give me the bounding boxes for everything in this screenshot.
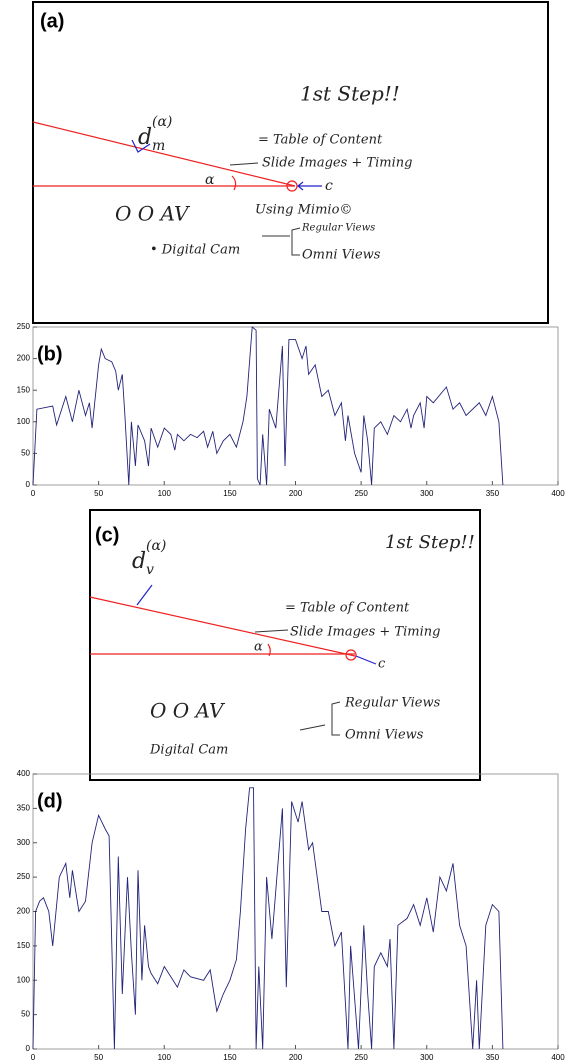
pen-bracket <box>262 228 300 255</box>
angle-label: α <box>254 640 263 655</box>
x-tick-label: 350 <box>486 489 500 498</box>
y-tick-label: 400 <box>17 769 31 778</box>
data-line <box>33 788 503 1049</box>
y-tick-label: 50 <box>21 1010 30 1019</box>
x-tick-label: 50 <box>94 1053 103 1062</box>
figure: (a) d m (α) 1st Step!! = Table of Conten… <box>0 0 566 1062</box>
handwriting: O O AV <box>150 699 226 723</box>
superscript: (α) <box>146 538 166 554</box>
plot-frame <box>33 327 558 485</box>
center-label: c <box>378 657 386 672</box>
handwriting: • Digital Cam <box>150 243 240 258</box>
x-tick-label: 100 <box>158 1053 172 1062</box>
panel-label: (a) <box>40 10 64 32</box>
handwriting: O O AV <box>115 202 191 226</box>
handwriting: Slide Images + Timing <box>262 156 412 171</box>
x-tick-label: 0 <box>31 489 36 498</box>
center-label: c <box>325 178 333 194</box>
superscript: (α) <box>152 114 172 130</box>
handwriting: Regular Views <box>301 223 375 234</box>
x-tick-label: 200 <box>289 489 303 498</box>
handwriting: 1st Step!! <box>300 82 400 106</box>
symbol: d <box>132 549 146 574</box>
x-tick-label: 400 <box>551 489 565 498</box>
handwriting: Slide Images + Timing <box>290 625 440 640</box>
angle-label: α <box>205 172 215 188</box>
x-tick-label: 400 <box>551 1053 565 1062</box>
symbol: d <box>138 125 152 150</box>
handwriting: = Table of Content <box>258 133 383 148</box>
blue-arrow <box>298 182 322 190</box>
y-tick-label: 200 <box>17 354 31 363</box>
subscript: m <box>152 138 165 154</box>
red-line <box>33 122 295 186</box>
y-tick-label: 100 <box>17 975 31 984</box>
panel-label: (c) <box>95 524 119 546</box>
x-tick-label: 100 <box>158 489 172 498</box>
handwriting: Digital Cam <box>149 743 228 758</box>
pen-arrow <box>255 630 288 632</box>
x-tick-label: 50 <box>94 489 103 498</box>
y-tick-label: 100 <box>17 417 31 426</box>
y-tick-label: 250 <box>17 872 31 881</box>
x-tick-label: 350 <box>486 1053 500 1062</box>
pen-bracket <box>300 702 340 735</box>
subscript: v <box>146 562 154 578</box>
data-line <box>33 327 503 485</box>
x-tick-label: 150 <box>223 489 237 498</box>
angle-arc <box>232 176 236 190</box>
x-tick-label: 300 <box>420 489 434 498</box>
panel-label: (d) <box>37 790 63 812</box>
handwriting: 1st Step!! <box>385 532 475 553</box>
y-tick-label: 0 <box>26 1044 31 1053</box>
y-tick-label: 300 <box>17 838 31 847</box>
pen-arrow <box>230 163 258 165</box>
y-tick-label: 0 <box>26 480 31 489</box>
x-tick-label: 150 <box>223 1053 237 1062</box>
handwriting: = Table of Content <box>285 601 410 616</box>
y-tick-label: 250 <box>17 322 31 331</box>
y-tick-label: 200 <box>17 907 31 916</box>
x-tick-label: 250 <box>354 489 368 498</box>
handwriting: Using Mimio© <box>255 203 352 218</box>
x-tick-label: 0 <box>31 1053 36 1062</box>
handwriting: Regular Views <box>344 696 441 711</box>
x-tick-label: 300 <box>420 1053 434 1062</box>
x-tick-label: 250 <box>354 1053 368 1062</box>
y-tick-label: 150 <box>17 385 31 394</box>
handwriting: Omni Views <box>345 728 424 743</box>
y-tick-label: 50 <box>21 449 30 458</box>
handwriting: Omni Views <box>302 248 381 263</box>
y-tick-label: 150 <box>17 941 31 950</box>
panel-label: (b) <box>37 343 63 365</box>
x-tick-label: 200 <box>289 1053 303 1062</box>
y-tick-label: 350 <box>17 803 31 812</box>
